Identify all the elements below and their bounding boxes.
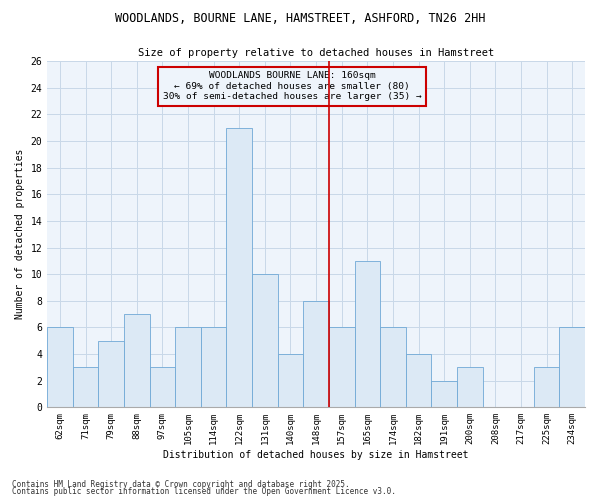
Bar xyxy=(98,340,124,407)
Text: Contains public sector information licensed under the Open Government Licence v3: Contains public sector information licen… xyxy=(12,488,396,496)
Bar xyxy=(380,328,406,407)
Bar xyxy=(47,328,73,407)
Bar xyxy=(278,354,303,408)
Bar xyxy=(559,328,585,407)
Bar xyxy=(355,261,380,408)
Bar xyxy=(329,328,355,407)
Text: Contains HM Land Registry data © Crown copyright and database right 2025.: Contains HM Land Registry data © Crown c… xyxy=(12,480,350,489)
Title: Size of property relative to detached houses in Hamstreet: Size of property relative to detached ho… xyxy=(138,48,494,58)
Bar xyxy=(431,380,457,407)
Bar xyxy=(73,368,98,408)
X-axis label: Distribution of detached houses by size in Hamstreet: Distribution of detached houses by size … xyxy=(163,450,469,460)
Bar xyxy=(406,354,431,408)
Bar xyxy=(457,368,482,408)
Bar xyxy=(303,301,329,408)
Bar xyxy=(201,328,226,407)
Bar xyxy=(226,128,252,407)
Bar xyxy=(124,314,149,408)
Bar xyxy=(534,368,559,408)
Bar xyxy=(252,274,278,407)
Text: WOODLANDS BOURNE LANE: 160sqm
← 69% of detached houses are smaller (80)
30% of s: WOODLANDS BOURNE LANE: 160sqm ← 69% of d… xyxy=(163,72,421,101)
Bar xyxy=(149,368,175,408)
Bar xyxy=(175,328,201,407)
Y-axis label: Number of detached properties: Number of detached properties xyxy=(15,149,25,320)
Text: WOODLANDS, BOURNE LANE, HAMSTREET, ASHFORD, TN26 2HH: WOODLANDS, BOURNE LANE, HAMSTREET, ASHFO… xyxy=(115,12,485,26)
